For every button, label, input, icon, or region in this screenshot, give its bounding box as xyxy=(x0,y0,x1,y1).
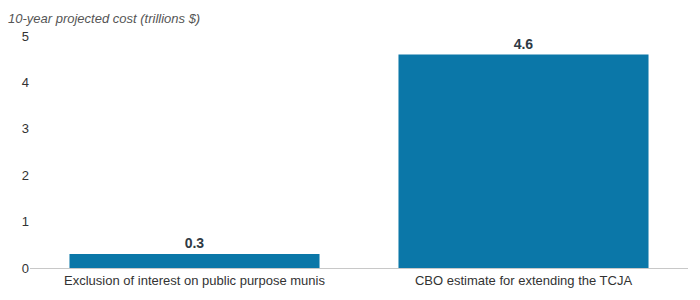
svg-text:1: 1 xyxy=(22,214,29,229)
svg-text:0: 0 xyxy=(22,261,29,276)
svg-text:3: 3 xyxy=(22,121,29,136)
svg-text:4.6: 4.6 xyxy=(514,36,534,52)
svg-text:Exclusion of interest on publi: Exclusion of interest on public purpose … xyxy=(64,273,325,288)
svg-text:5: 5 xyxy=(22,29,29,44)
svg-text:0.3: 0.3 xyxy=(185,235,205,251)
svg-text:4: 4 xyxy=(22,75,29,90)
svg-text:2: 2 xyxy=(22,168,29,183)
svg-text:10-year projected cost (trilli: 10-year projected cost (trillions $) xyxy=(8,11,200,26)
svg-text:CBO estimate for extending the: CBO estimate for extending the TCJA xyxy=(415,273,633,288)
